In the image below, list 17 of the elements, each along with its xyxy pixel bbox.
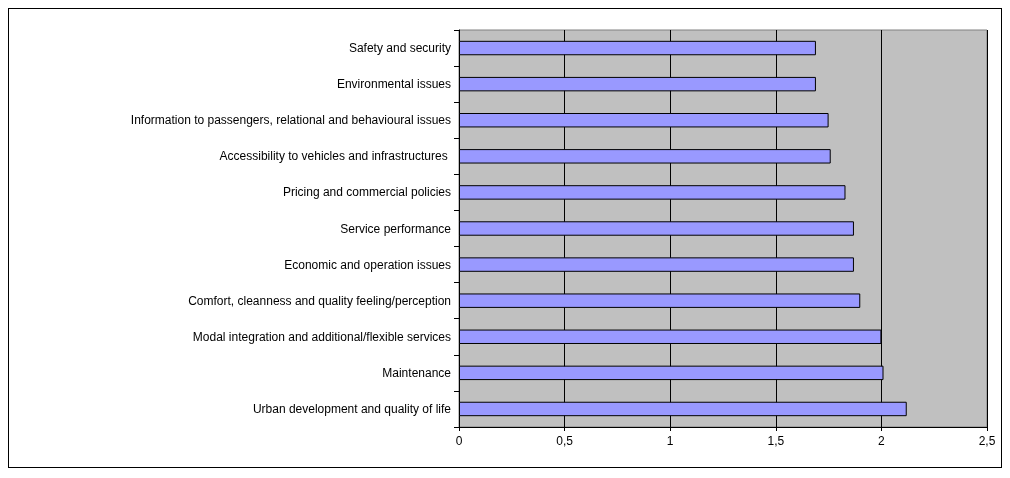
y-tick-label: Safety and security [348,41,451,56]
x-tick-label: 1 [666,434,674,448]
y-tick-label: Urban development and quality of life [252,401,452,416]
y-tick-label: Environmental issues [336,77,451,92]
y-tick-label: Service performance [340,221,452,236]
x-tick-label: 0 [455,434,463,448]
y-tick-label: Information to passengers, relational and behavioural issues [130,113,451,128]
x-tick-label: 1,5 [767,434,785,448]
y-tick-label: Pricing and commercial policies [282,185,451,200]
y-tick-label: Accessibility to vehicles and infrastructures [219,149,451,164]
x-tick-label: 2 [878,434,886,448]
x-tick-label: 2,5 [978,434,996,448]
y-tick-label: Economic and operation issues [284,257,451,272]
x-tick-label: 0,5 [556,434,574,448]
y-tick-label: Modal integration and additional/flexible services [192,329,451,344]
y-tick-label: Maintenance [382,365,452,380]
y-tick-label: Comfort, cleanness and quality feeling/perception [188,293,451,308]
